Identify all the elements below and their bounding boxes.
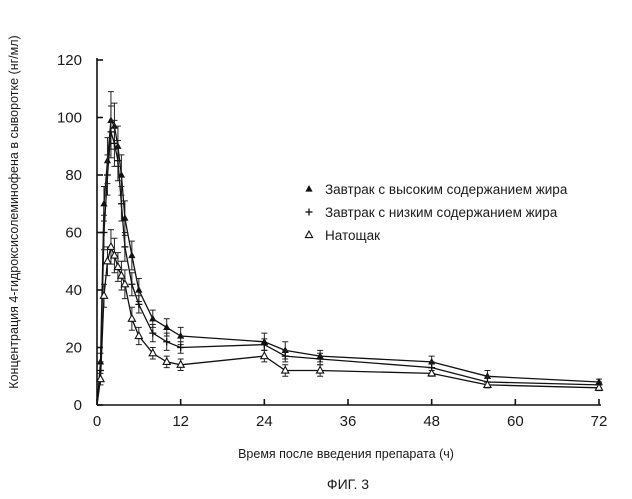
x-tick-label: 48 [423, 413, 440, 430]
data-point [149, 314, 157, 322]
series-3 [95, 229, 604, 406]
x-tick-label: 36 [340, 413, 357, 430]
y-tick-label: 40 [65, 282, 82, 299]
chart-legend: Завтрак с высоким содержанием жира Завтра… [304, 182, 568, 243]
data-point [103, 171, 111, 179]
legend-marker [305, 208, 313, 216]
series-1 [96, 91, 603, 406]
y-tick-label: 0 [74, 397, 82, 414]
legend-item: Завтрак с низким содержанием жира [305, 205, 558, 220]
y-axis-title: Концентрация 4-гидроксисолеминофена в сы… [7, 35, 21, 388]
data-point [281, 352, 289, 360]
data-point [106, 241, 116, 251]
data-point [163, 323, 171, 330]
data-point [483, 372, 492, 379]
data-point [163, 338, 171, 346]
data-point [121, 243, 129, 251]
data-point [102, 256, 112, 265]
y-tick-label: 20 [65, 340, 82, 357]
data-point [135, 286, 143, 293]
data-point [107, 128, 115, 136]
data-point [482, 379, 492, 389]
data-point [316, 355, 324, 363]
data-point [149, 329, 157, 337]
data-point [135, 300, 143, 308]
series-line [96, 244, 600, 406]
y-tick-label: 60 [65, 225, 82, 242]
chart-series [95, 91, 604, 406]
data-point [177, 332, 185, 339]
series-line [96, 131, 600, 406]
y-tick-label: 100 [57, 110, 82, 127]
series-2 [96, 105, 603, 406]
data-point [100, 229, 108, 236]
data-point [148, 348, 158, 357]
data-point [315, 365, 325, 374]
data-point [128, 280, 136, 288]
data-point [260, 341, 268, 349]
y-tick-label: 120 [57, 52, 82, 69]
x-tick-label: 24 [256, 413, 273, 430]
x-tick-label: 72 [591, 413, 608, 430]
data-point [428, 357, 436, 365]
data-point [109, 250, 119, 259]
chart-axes: 0 20 40 60 80 100 120 0 12 24 36 48 60 72 [57, 52, 607, 430]
y-tick-label: 80 [65, 167, 82, 184]
data-point [120, 279, 130, 288]
data-point [134, 330, 144, 340]
series-line [96, 118, 600, 406]
legend-label: Завтрак с высоким содержанием жира [325, 182, 568, 197]
data-point [594, 382, 604, 391]
data-point [95, 373, 106, 383]
x-axis-title: Время после введения препарата (ч) [238, 447, 454, 461]
data-point [595, 378, 603, 385]
legend-item: Завтрак с высоким содержанием жира [305, 182, 568, 197]
legend-item: Натощак [304, 228, 380, 243]
data-point [127, 313, 137, 322]
data-point [113, 261, 123, 271]
x-tick-label: 60 [507, 413, 524, 430]
x-tick-label: 12 [172, 413, 189, 430]
data-point [99, 290, 109, 299]
data-point [110, 139, 118, 147]
data-point [116, 270, 126, 279]
data-point [259, 350, 269, 360]
data-point [128, 251, 136, 259]
data-point [177, 344, 185, 351]
figure-caption: ФИГ. 3 [327, 476, 369, 492]
data-point [176, 359, 186, 368]
legend-marker [304, 229, 314, 239]
data-point [114, 157, 122, 165]
data-point [117, 200, 125, 208]
data-point [280, 365, 290, 374]
x-tick-label: 0 [93, 413, 101, 430]
data-point [281, 346, 289, 353]
legend-label: Натощак [325, 228, 380, 243]
legend-marker [305, 185, 313, 192]
data-point [427, 368, 437, 377]
data-point [162, 356, 172, 366]
legend-label: Завтрак с низким содержанием жира [325, 205, 558, 220]
